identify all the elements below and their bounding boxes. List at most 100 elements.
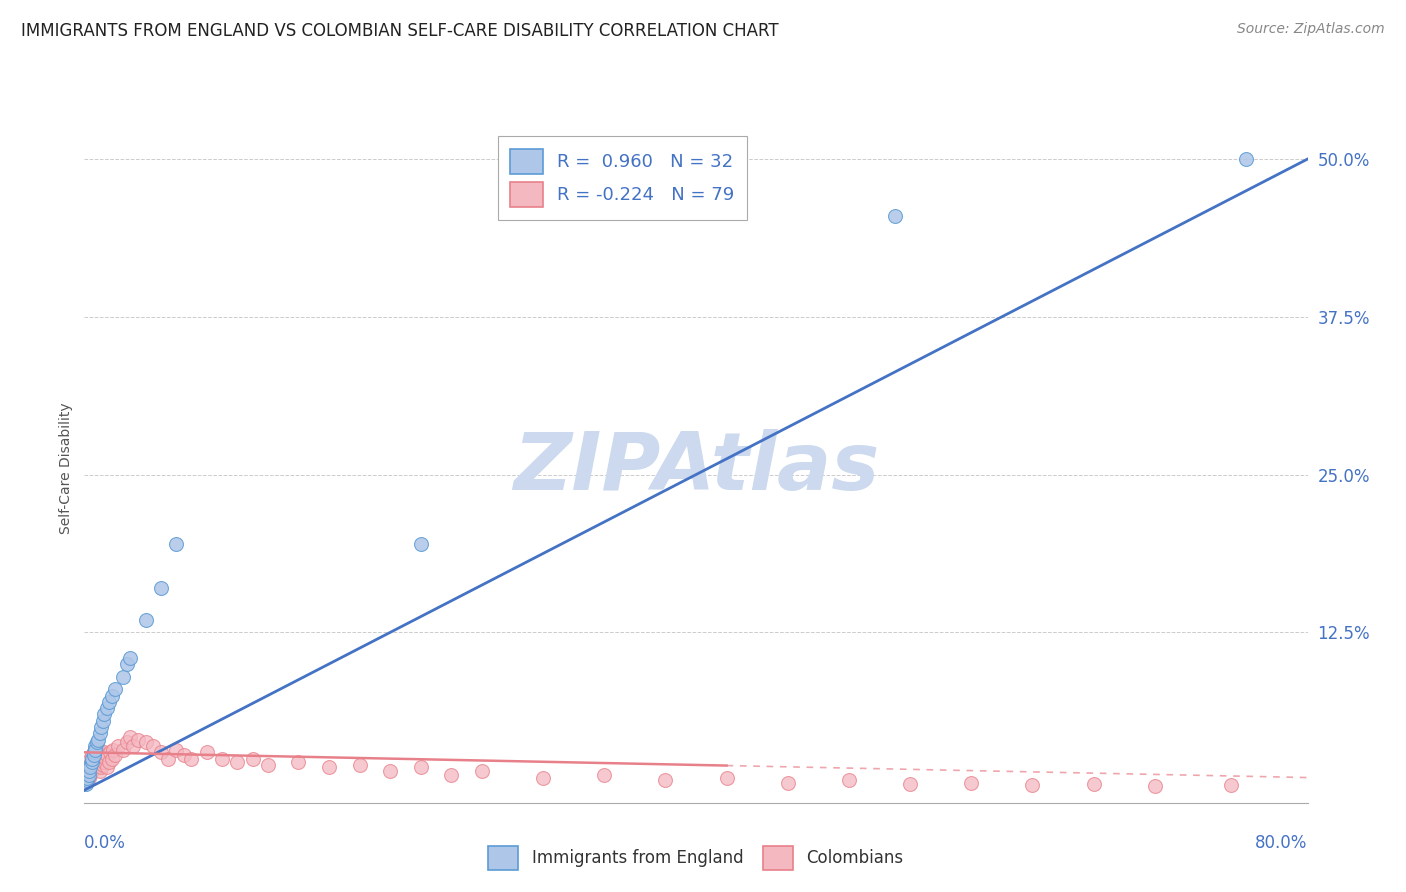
Point [107,739,129,753]
Point [173,747,195,762]
Point [83,747,105,762]
Point [149,581,172,595]
Point [91,714,114,728]
Point [531,771,554,785]
Point [89,726,111,740]
Point [195,745,218,759]
Point [776,775,799,789]
Point [111,669,134,683]
Point [84,743,107,757]
Point [89,756,111,770]
Point [90,751,112,765]
Point [127,732,149,747]
Point [96,747,118,762]
Point [80,758,103,772]
Point [87,732,110,747]
Point [80,751,103,765]
Point [1143,780,1166,794]
Point [83,745,105,759]
Point [318,760,340,774]
Point [84,758,107,772]
Point [84,739,107,753]
Point [83,745,105,759]
Point [89,745,111,759]
Point [242,751,264,765]
Point [87,758,110,772]
Point [226,756,249,770]
Text: IMMIGRANTS FROM ENGLAND VS COLOMBIAN SELF-CARE DISABILITY CORRELATION CHART: IMMIGRANTS FROM ENGLAND VS COLOMBIAN SEL… [21,22,779,40]
Point [716,771,738,785]
Point [79,760,101,774]
Point [180,751,202,765]
Point [115,735,138,749]
Point [79,751,101,765]
Point [349,758,371,772]
Point [142,739,165,753]
Point [77,764,100,779]
Point [83,756,105,770]
Point [91,747,114,762]
Point [79,760,101,774]
Point [97,695,120,709]
Point [440,768,463,782]
Point [80,764,103,779]
Point [104,682,127,697]
Point [257,758,280,772]
Point [409,760,432,774]
Point [98,745,121,759]
Point [75,768,97,782]
Point [149,745,172,759]
Point [75,771,97,785]
Point [91,758,114,772]
Point [211,751,233,765]
Point [101,689,124,703]
Point [97,756,120,770]
Point [77,768,100,782]
Point [83,760,105,774]
Point [1234,152,1257,166]
Point [471,764,494,779]
Point [76,771,98,785]
Point [75,777,97,791]
Point [77,771,100,785]
Point [898,777,921,791]
Point [89,764,111,779]
Point [960,775,983,789]
Point [76,760,98,774]
Point [883,209,905,223]
Point [1220,778,1243,792]
Y-axis label: Self-Care Disability: Self-Care Disability [59,402,73,534]
Point [80,756,103,770]
Point [94,751,117,765]
Point [77,765,100,780]
Point [76,773,98,788]
Point [409,537,432,551]
Point [86,735,108,749]
Text: Source: ZipAtlas.com: Source: ZipAtlas.com [1237,22,1385,37]
Text: 80.0%: 80.0% [1256,834,1308,852]
Point [380,764,402,779]
Point [79,758,101,772]
Legend: Immigrants from England, Colombians: Immigrants from England, Colombians [477,835,915,881]
Point [122,739,145,753]
Point [84,751,107,765]
Point [90,720,112,734]
Point [157,751,180,765]
Point [80,747,103,762]
Point [86,760,108,774]
Point [76,773,98,788]
Point [115,657,138,671]
Point [593,768,616,782]
Text: 0.0%: 0.0% [84,834,127,852]
Point [120,650,142,665]
Point [287,756,309,770]
Point [76,764,98,779]
Point [838,773,860,788]
Point [96,760,118,774]
Point [101,751,124,765]
Point [84,743,107,757]
Point [135,613,157,627]
Point [111,743,134,757]
Point [93,707,115,722]
Point [93,756,115,770]
